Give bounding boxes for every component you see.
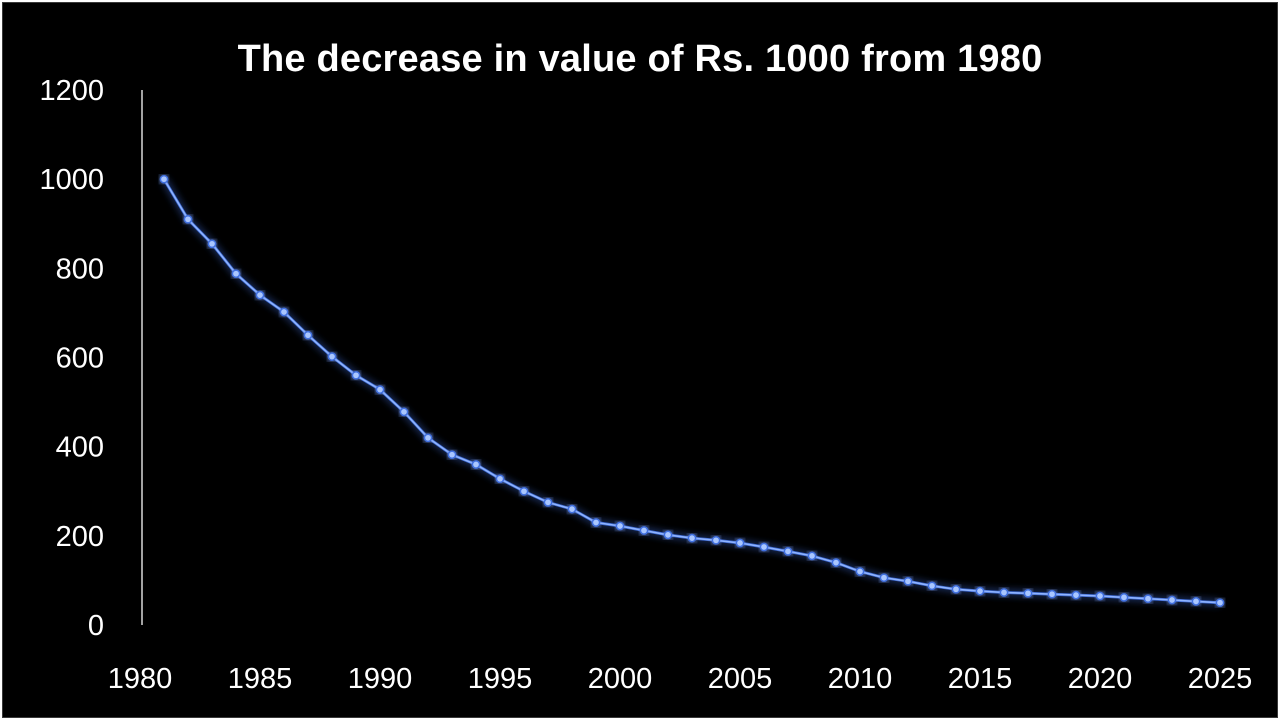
data-point xyxy=(327,352,337,361)
y-tick-label: 1000 xyxy=(39,164,104,196)
data-point xyxy=(711,535,721,545)
data-point xyxy=(1047,589,1057,599)
data-point xyxy=(567,504,577,514)
data-point xyxy=(351,370,361,380)
data-point xyxy=(1095,591,1105,601)
chart-title: The decrease in value of Rs. 1000 from 1… xyxy=(237,38,1043,80)
data-point xyxy=(183,214,193,224)
x-tick-label: 2000 xyxy=(588,663,653,695)
data-point xyxy=(615,521,625,531)
data-point xyxy=(1119,593,1129,602)
data-point xyxy=(1023,588,1033,598)
y-tick-label: 200 xyxy=(56,521,104,553)
data-point xyxy=(807,551,817,561)
x-tick-label: 1990 xyxy=(348,663,413,695)
x-tick-label: 2005 xyxy=(708,663,773,695)
data-point xyxy=(735,538,745,548)
data-point xyxy=(519,486,529,496)
data-point xyxy=(471,460,481,469)
x-tick-label: 1980 xyxy=(108,663,173,695)
x-tick-label: 2025 xyxy=(1188,663,1253,695)
data-point xyxy=(591,518,601,527)
data-point xyxy=(231,269,241,279)
data-point xyxy=(783,547,793,556)
y-tick-label: 600 xyxy=(56,343,104,375)
data-point xyxy=(927,581,937,591)
data-point xyxy=(1191,597,1201,606)
data-point xyxy=(951,584,961,594)
data-point xyxy=(855,567,865,576)
y-tick-label: 1200 xyxy=(39,75,104,107)
data-point xyxy=(447,450,457,460)
data-point xyxy=(999,588,1009,597)
data-point xyxy=(423,433,433,443)
data-point xyxy=(759,542,769,552)
data-point xyxy=(1071,590,1081,600)
data-point xyxy=(975,586,985,596)
data-point xyxy=(207,239,217,249)
data-point xyxy=(375,385,385,394)
data-point xyxy=(687,533,697,543)
data-point xyxy=(663,530,673,540)
data-point xyxy=(543,498,553,507)
data-point xyxy=(159,174,169,184)
x-tick-label: 2020 xyxy=(1068,663,1133,695)
y-tick-label: 400 xyxy=(56,432,104,464)
y-tick-label: 800 xyxy=(56,253,104,285)
data-point xyxy=(1215,598,1225,608)
data-point xyxy=(879,573,889,583)
data-point xyxy=(831,558,841,567)
data-point xyxy=(399,407,409,417)
x-tick-label: 1985 xyxy=(228,663,293,695)
data-point xyxy=(279,307,289,317)
data-point xyxy=(1143,594,1153,604)
x-tick-label: 2015 xyxy=(948,663,1013,695)
data-point xyxy=(639,526,649,535)
data-point xyxy=(495,474,505,484)
data-point xyxy=(903,576,913,586)
data-point xyxy=(1167,595,1177,605)
data-point xyxy=(255,290,265,300)
y-tick-label: 0 xyxy=(88,610,104,642)
x-tick-label: 2010 xyxy=(828,663,893,695)
data-point xyxy=(303,330,313,340)
x-tick-label: 1995 xyxy=(468,663,533,695)
